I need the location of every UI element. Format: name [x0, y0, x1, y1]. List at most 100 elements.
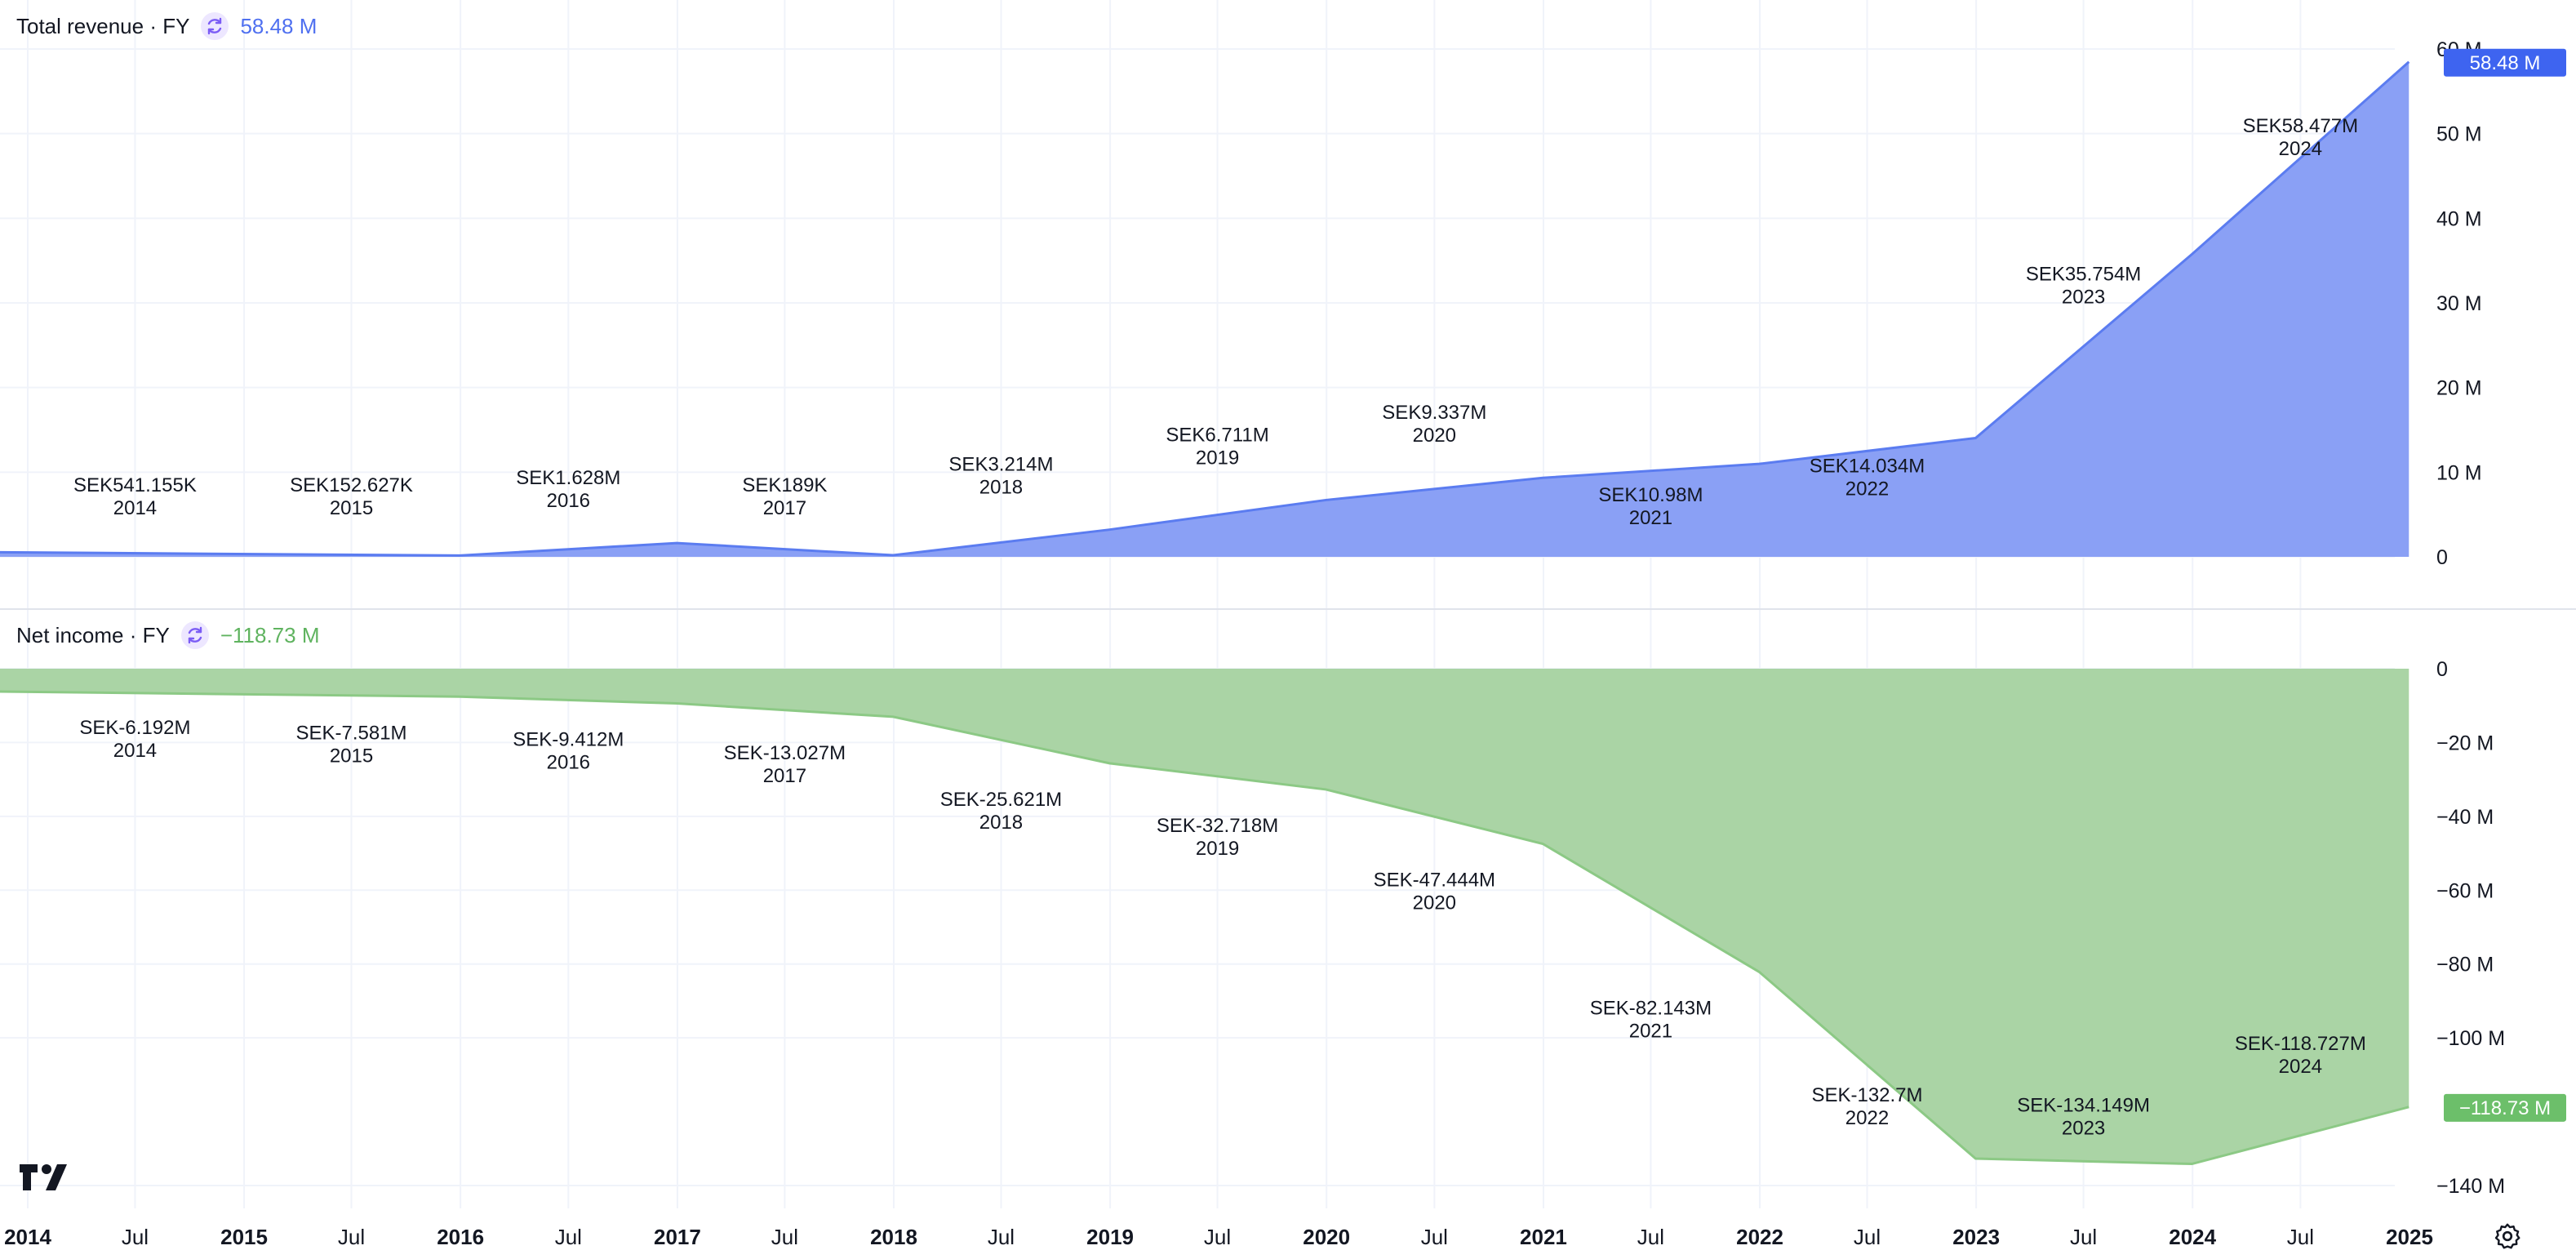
net-income-price-tag: [2444, 1093, 2566, 1122]
revenue-data-label: SEK1.628M: [516, 467, 620, 489]
x-axis-tick-label: 2024: [2169, 1225, 2216, 1249]
revenue-legend-title: Total revenue · FY: [16, 13, 190, 38]
x-axis-tick-label: 2023: [1952, 1225, 2000, 1249]
net-income-data-label: SEK-134.149M: [2017, 1095, 2150, 1117]
x-axis-tick-label: 2020: [1303, 1225, 1350, 1249]
revenue-data-label-year: 2014: [113, 497, 157, 519]
data-label-layer: SEK541.155K2014SEK152.627K2015SEK1.628M2…: [73, 115, 2366, 1140]
net-income-data-label: SEK-118.727M: [2235, 1033, 2366, 1055]
revenue-area: [0, 61, 2409, 557]
y-axis-tick-label: −80 M: [2436, 954, 2494, 977]
y-axis-tick-label: −140 M: [2436, 1175, 2505, 1198]
revenue-data-label: SEK35.754M: [2026, 263, 2141, 285]
revenue-data-label: SEK58.477M: [2243, 115, 2358, 137]
y-axis-tick-label: 50 M: [2436, 123, 2482, 146]
y-axis-tick-label: 20 M: [2436, 377, 2482, 400]
revenue-data-label-year: 2015: [330, 497, 373, 519]
net-income-line: [0, 690, 2409, 1166]
net-income-data-label: SEK-6.192M: [79, 717, 190, 739]
net-income-data-label-year: 2024: [2279, 1056, 2322, 1078]
x-axis-tick-label: 2017: [654, 1225, 701, 1249]
x-axis-tick-label: 2016: [437, 1225, 484, 1249]
net-income-data-label: SEK-32.718M: [1157, 815, 1278, 837]
x-axis-tick-label: Jul: [988, 1225, 1015, 1249]
x-axis-tick-label: 2014: [4, 1225, 51, 1249]
y-axis-tick-label: 30 M: [2436, 292, 2482, 315]
refresh-icon[interactable]: [180, 621, 209, 649]
x-axis-tick-label: 2025: [2386, 1225, 2433, 1249]
settings-gear-icon[interactable]: [2493, 1221, 2522, 1255]
revenue-legend[interactable]: Total revenue · FY 58.48 M: [16, 10, 317, 42]
net-income-data-label-year: 2017: [763, 765, 806, 787]
x-axis-tick-label: Jul: [1854, 1225, 1881, 1249]
net-income-data-label-year: 2015: [330, 745, 373, 767]
net-income-area: [0, 669, 2409, 1164]
net-income-data-label: SEK-82.143M: [1590, 997, 1712, 1019]
x-axis-tick-label: 2019: [1086, 1225, 1134, 1249]
net-income-legend-title: Net income · FY: [16, 622, 170, 647]
x-axis-tick-label: 2021: [1520, 1225, 1567, 1249]
net-income-data-label: SEK-7.581M: [295, 722, 406, 744]
net-income-data-label: SEK-47.444M: [1374, 870, 1495, 892]
net-income-data-label-year: 2021: [1629, 1020, 1672, 1042]
y-axis-tick-label: −100 M: [2436, 1027, 2505, 1050]
net-income-data-label-year: 2023: [2062, 1118, 2105, 1140]
axis-layer: 2014 Jul 2015 Jul 2016 Jul 2017 Jul 2018 Jul 2019 J…: [4, 38, 2566, 1249]
y-axis-tick-label: 0: [2436, 658, 2448, 681]
y-axis-tick-label: −40 M: [2436, 806, 2494, 829]
x-axis-tick-label: Jul: [1637, 1225, 1664, 1249]
revenue-data-label-year: 2022: [1845, 478, 1889, 500]
net-income-legend-value: −118.73 M: [220, 622, 320, 647]
x-axis-tick-label: Jul: [122, 1225, 149, 1249]
revenue-data-label: SEK9.337M: [1382, 402, 1486, 424]
revenue-data-label: SEK541.155K: [73, 474, 197, 496]
x-axis-tick-label: 2022: [1736, 1225, 1783, 1249]
revenue-data-label: SEK6.711M: [1166, 424, 1268, 446]
revenue-line: [0, 60, 2410, 557]
net-income-data-label-year: 2020: [1413, 892, 1456, 914]
y-axis-tick-label: 0: [2436, 546, 2448, 569]
revenue-data-label: SEK152.627K: [290, 474, 413, 496]
revenue-data-label-year: 2019: [1196, 447, 1239, 469]
revenue-data-label: SEK10.98M: [1598, 484, 1703, 506]
net-income-data-label-year: 2016: [547, 752, 590, 774]
revenue-data-label-year: 2018: [979, 477, 1023, 499]
x-axis-tick-label: Jul: [771, 1225, 798, 1249]
x-axis-tick-label: Jul: [1421, 1225, 1448, 1249]
revenue-data-label-year: 2021: [1629, 507, 1672, 529]
y-axis-tick-label: 40 M: [2436, 207, 2482, 230]
revenue-data-label: SEK189K: [742, 474, 827, 496]
net-income-data-label-year: 2022: [1845, 1107, 1889, 1129]
y-axis-tick-label: −60 M: [2436, 879, 2494, 902]
area-layer: [0, 60, 2410, 1166]
net-income-data-label: SEK-9.412M: [513, 729, 624, 751]
y-axis-tick-label: 10 M: [2436, 461, 2482, 484]
net-income-data-label: SEK-25.621M: [940, 789, 1062, 811]
revenue-data-label-year: 2020: [1413, 425, 1456, 447]
refresh-icon[interactable]: [201, 12, 229, 40]
revenue-legend-value: 58.48 M: [240, 13, 318, 38]
x-axis-tick-label: Jul: [338, 1225, 365, 1249]
revenue-data-label-year: 2017: [763, 497, 806, 519]
revenue-data-label-year: 2023: [2062, 286, 2105, 308]
x-axis-tick-label: Jul: [2287, 1225, 2314, 1249]
y-axis-tick-label: −20 M: [2436, 732, 2494, 754]
revenue-price-tag: [2444, 48, 2566, 77]
revenue-data-label-year: 2016: [547, 490, 590, 512]
net-income-data-label-year: 2019: [1196, 838, 1239, 860]
revenue-data-label: SEK14.034M: [1810, 456, 1925, 478]
x-axis-tick-label: 2015: [220, 1225, 268, 1249]
x-axis-tick-label: Jul: [2070, 1225, 2097, 1249]
revenue-data-label: SEK3.214M: [948, 454, 1053, 476]
x-axis-tick-label: Jul: [555, 1225, 582, 1249]
net-income-data-label: SEK-13.027M: [724, 742, 846, 764]
revenue-price-tag-label: 58.48 M: [2470, 52, 2541, 74]
brand-logo-icon[interactable]: [20, 1163, 72, 1194]
net-income-data-label: SEK-132.7M: [1811, 1084, 1922, 1106]
net-income-legend[interactable]: Net income · FY −118.73 M: [16, 619, 320, 652]
revenue-data-label-year: 2024: [2279, 138, 2322, 160]
net-income-price-tag-label: −118.73 M: [2459, 1097, 2551, 1119]
x-axis-tick-label: Jul: [1204, 1225, 1231, 1249]
